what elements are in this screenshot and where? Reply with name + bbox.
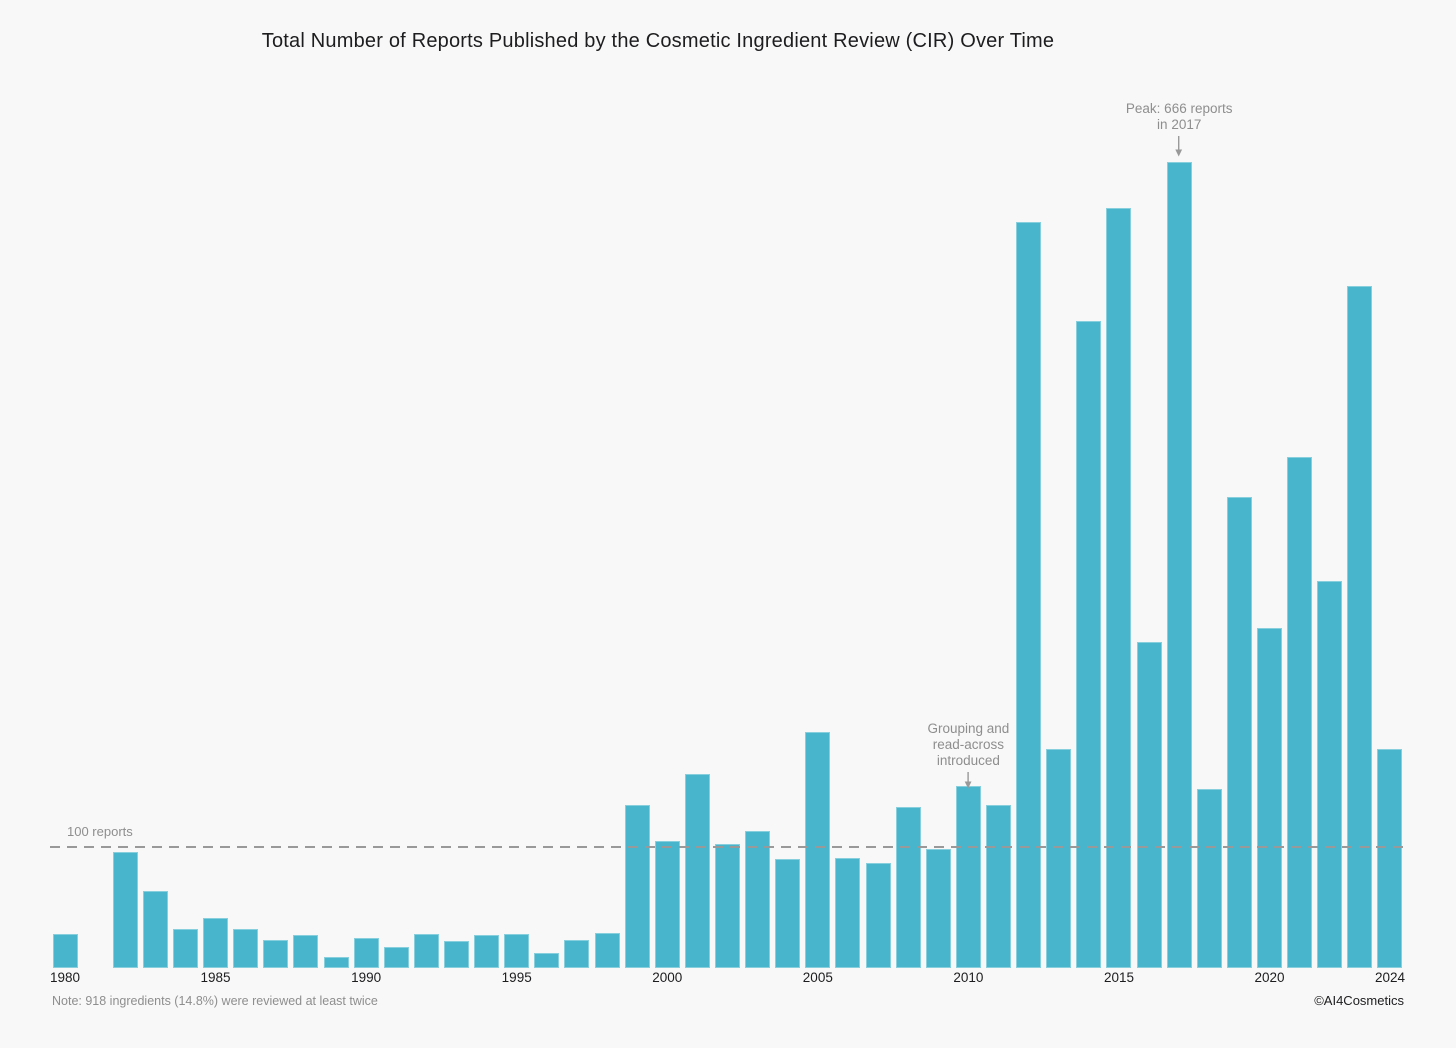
bar-1988	[293, 935, 319, 968]
chart-title: Total Number of Reports Published by the…	[261, 30, 1055, 52]
bar-1990	[353, 937, 379, 968]
x-tick-2015: 2015	[1103, 970, 1134, 985]
bar-2012	[1016, 222, 1042, 968]
x-tick-2005: 2005	[802, 970, 833, 985]
bar-1994	[474, 935, 500, 968]
bar-1996	[534, 953, 560, 968]
bar-2000	[654, 840, 680, 968]
x-tick-1985: 1985	[200, 970, 231, 985]
x-tick-2010: 2010	[953, 970, 984, 985]
bar-2014	[1076, 321, 1102, 968]
bar-2006	[835, 857, 861, 968]
x-tick-1980: 1980	[49, 970, 81, 985]
bar-2015	[1106, 207, 1132, 968]
peak-annotation: Peak: 666 reports in 2017	[1125, 101, 1233, 157]
reference-line	[50, 845, 1406, 848]
x-tick-2020: 2020	[1254, 970, 1285, 985]
bar-1997	[564, 940, 590, 968]
bar-1998	[594, 932, 620, 968]
bar-2013	[1046, 748, 1072, 968]
bar-2010	[955, 786, 981, 968]
bar-1992	[413, 934, 439, 968]
bar-1991	[383, 947, 409, 968]
bar-1999	[624, 804, 650, 968]
bar-2005	[805, 731, 831, 968]
bar-2016	[1136, 642, 1162, 968]
down-arrow-icon	[1175, 136, 1183, 157]
bar-2017	[1166, 161, 1192, 968]
bar-2002	[714, 844, 740, 968]
bar-1986	[233, 929, 259, 968]
bar-2003	[745, 831, 771, 968]
bar-1989	[323, 957, 349, 968]
x-tick-2000: 2000	[652, 970, 683, 985]
bar-1993	[443, 941, 469, 968]
x-tick-1995: 1995	[501, 970, 532, 985]
bar-2009	[925, 849, 951, 968]
bar-2021	[1287, 457, 1313, 968]
grouping-annotation-text: Grouping and read-across introduced	[927, 721, 1010, 768]
reference-line-label: 100 reports	[67, 823, 133, 839]
bar-2008	[895, 806, 921, 968]
bar-2001	[684, 774, 710, 968]
bar-1982	[112, 851, 138, 968]
bar-1983	[142, 890, 168, 968]
bar-1980	[52, 934, 78, 968]
bar-2020	[1257, 627, 1283, 968]
bar-2022	[1317, 580, 1343, 968]
bar-2011	[986, 804, 1012, 968]
credit: ©AI4Cosmetics	[1314, 993, 1404, 1008]
bar-1984	[172, 929, 198, 968]
x-tick-2024: 2024	[1374, 970, 1405, 985]
bar-1995	[504, 934, 530, 968]
bar-2019	[1226, 496, 1252, 968]
grouping-annotation: Grouping and read-across introduced	[927, 721, 1010, 789]
footnote: Note: 918 ingredients (14.8%) were revie…	[52, 994, 378, 1008]
bar-1985	[203, 918, 229, 968]
peak-annotation-text: Peak: 666 reports in 2017	[1125, 101, 1233, 132]
bar-2007	[865, 862, 891, 968]
bar-2018	[1196, 788, 1222, 968]
x-tick-1990: 1990	[351, 970, 382, 985]
bar-2023	[1347, 286, 1373, 968]
bar-2024	[1377, 748, 1403, 968]
bar-2004	[775, 859, 801, 968]
down-arrow-icon	[965, 772, 972, 789]
bar-1987	[263, 940, 289, 968]
